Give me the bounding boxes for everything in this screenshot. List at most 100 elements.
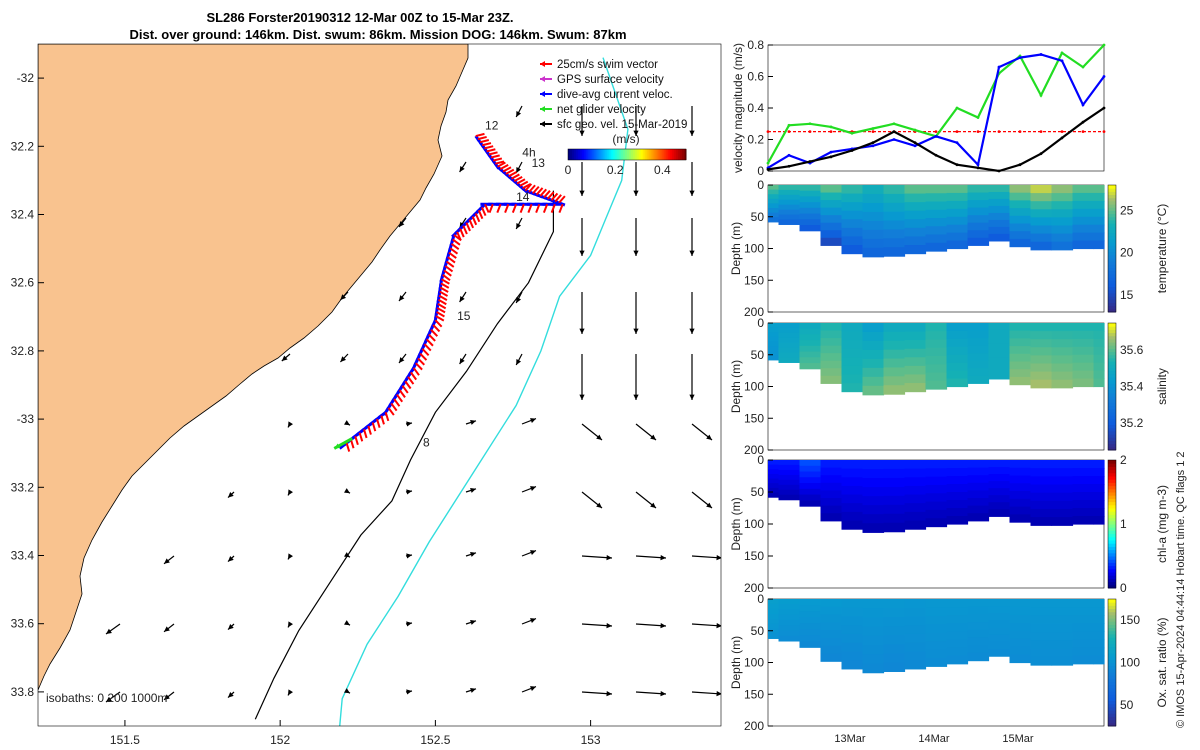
- figure-title-line1: SL286 Forster20190312 12-Mar 00Z to 15-M…: [206, 10, 513, 25]
- section-y-tick-label: 0: [757, 453, 764, 467]
- section-cell: [946, 484, 969, 493]
- section-cell: [946, 185, 969, 194]
- section-cell: [1093, 460, 1105, 469]
- section-cell: [768, 478, 780, 484]
- section-cell: [862, 460, 885, 470]
- section-cell: [862, 626, 885, 637]
- section-cell: [768, 603, 780, 610]
- section-colorbar-cell: [1108, 392, 1116, 397]
- section-cell: [820, 482, 843, 491]
- velocity-series-point: [1081, 120, 1085, 124]
- section-cell: [1009, 498, 1032, 508]
- section-cell: [967, 606, 990, 615]
- geo-arrow-head: [530, 618, 536, 623]
- swim-vector: [524, 183, 533, 192]
- section-colorbar-cell: [1108, 443, 1116, 448]
- section-colorbar-cell: [1108, 633, 1116, 638]
- section-cell: [862, 367, 885, 378]
- section-cell: [1093, 631, 1105, 641]
- swim-vector: [510, 173, 520, 180]
- swim-vector: [502, 166, 512, 173]
- section-cell: [841, 348, 864, 358]
- section-cell: [988, 620, 1011, 629]
- section-colorbar-cell: [1108, 226, 1116, 230]
- section-cell: [862, 202, 885, 213]
- section-cell: [768, 469, 780, 475]
- map-y-tick-label: 32.2: [11, 139, 35, 153]
- section-cell: [904, 357, 927, 367]
- section-cell: [883, 599, 906, 609]
- section-colorbar-cell: [1108, 552, 1116, 557]
- section-cell: [820, 490, 843, 499]
- geo-arrow-head: [281, 355, 288, 361]
- section-cell: [799, 465, 822, 473]
- section-cell: [925, 476, 948, 486]
- track-label: 4h: [522, 146, 535, 160]
- velocity-series-point: [1039, 130, 1043, 134]
- geo-arrow-head: [706, 502, 712, 508]
- section-cell: [1072, 623, 1095, 632]
- map-colorbar-cell: [615, 149, 618, 160]
- velocity-series-point: [955, 130, 959, 134]
- velocity-series-point: [808, 122, 812, 126]
- velocity-y-tick-label: 0.4: [747, 101, 764, 115]
- section-cell: [988, 467, 1011, 475]
- map-colorbar-cell: [658, 149, 661, 160]
- section-colorbar-cell: [1108, 469, 1116, 474]
- legend-swatch-head: [540, 76, 545, 82]
- swim-vector: [442, 274, 451, 282]
- swim-vector: [535, 203, 541, 214]
- track-label: 8: [423, 435, 430, 449]
- geo-arrow-head: [579, 250, 585, 256]
- section-colorbar-cell: [1108, 649, 1116, 654]
- section-cell: [820, 645, 843, 655]
- section-y-tick-label: 150: [744, 273, 764, 287]
- section-cell: [904, 477, 927, 487]
- section-cell: [967, 505, 990, 514]
- swim-vector: [495, 160, 505, 165]
- swim-vector: [474, 213, 481, 223]
- section-cell: [841, 503, 864, 513]
- swim-vector: [376, 418, 381, 429]
- legend-swatch-head: [540, 91, 545, 97]
- section-colorbar-cell: [1108, 659, 1116, 663]
- section-cell: [883, 486, 906, 497]
- section-cell: [1030, 615, 1053, 625]
- section-colorbar-cell: [1108, 675, 1116, 679]
- section-cell: [988, 364, 1011, 373]
- swim-vector: [558, 203, 564, 214]
- geo-arrow-head: [716, 623, 721, 629]
- section-cell: [862, 340, 885, 351]
- map-colorbar-cell: [660, 149, 663, 160]
- section-cell: [778, 469, 801, 476]
- section-colorbar-cell: [1108, 581, 1116, 586]
- section-cell: [967, 482, 990, 491]
- section-cell: [946, 460, 969, 469]
- section-cell: [778, 332, 801, 339]
- section-cell: [1051, 460, 1074, 469]
- section-colorbar-cell: [1108, 536, 1116, 541]
- section-cell: [883, 468, 906, 479]
- section-cell: [799, 334, 822, 341]
- swim-vector: [423, 343, 432, 352]
- swim-vector: [475, 132, 485, 138]
- map-colorbar-cell: [613, 149, 616, 160]
- map-y-tick-label: 33.6: [11, 617, 35, 631]
- time-axis: 13Mar 14Mar 15Mar: [834, 733, 1034, 745]
- section-colorbar-tick-label: 0: [1120, 581, 1127, 595]
- section-cell: [925, 331, 948, 341]
- section-cell: [841, 236, 864, 246]
- section-cell: [841, 511, 864, 522]
- section-cell: [946, 208, 969, 218]
- section-cell: [1030, 225, 1053, 235]
- geo-arrow-head: [596, 434, 602, 440]
- swim-vector: [496, 203, 502, 214]
- section-cell: [1072, 500, 1095, 509]
- map-colorbar-tick-label: 0.2: [607, 163, 624, 177]
- section-cell: [862, 523, 885, 533]
- section-cell: [967, 237, 990, 246]
- section-cell: [841, 219, 864, 229]
- map-y-tick-label: 32.6: [11, 276, 35, 290]
- section-colorbar-cell: [1108, 602, 1116, 606]
- swim-vector: [532, 185, 540, 195]
